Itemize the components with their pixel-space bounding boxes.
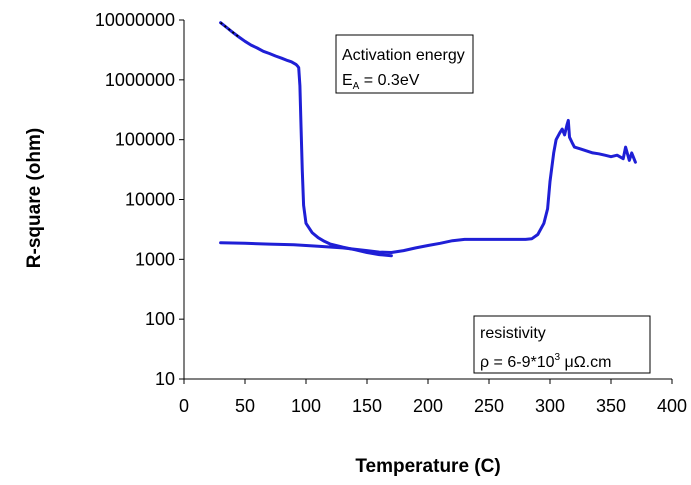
x-tick-label: 400 — [657, 396, 687, 416]
x-tick-label: 150 — [352, 396, 382, 416]
x-tick-label: 100 — [291, 396, 321, 416]
y-tick-label: 10000000 — [95, 10, 175, 30]
series-line-1 — [219, 21, 393, 258]
annotation-line2: ρ = 6-9*103 μΩ.cm — [480, 352, 611, 371]
annotation-box — [335, 34, 474, 94]
x-tick-label: 200 — [413, 396, 443, 416]
activation-energy-annotation: Activation energy EA = 0.3eV — [335, 34, 474, 94]
resistivity-annotation: resistivity ρ = 6-9*103 μΩ.cm — [473, 315, 651, 374]
activation-fit-line — [219, 21, 240, 38]
x-axis-title: Temperature (C) — [355, 456, 500, 477]
series-line-2 — [219, 118, 637, 254]
annotation-line1: resistivity — [480, 325, 546, 342]
x-tick-label: 300 — [535, 396, 565, 416]
annotation-box — [473, 315, 651, 374]
y-axis-title: R-square (ohm) — [24, 128, 45, 268]
x-tick-label: 250 — [474, 396, 504, 416]
x-tick-label: 0 — [179, 396, 189, 416]
y-tick-label: 10 — [155, 369, 175, 389]
y-tick-label: 1000 — [135, 249, 175, 269]
x-tick-label: 50 — [235, 396, 255, 416]
annotation-line2: EA = 0.3eV — [342, 72, 420, 92]
y-tick-label: 10000 — [125, 190, 175, 210]
x-tick-label: 350 — [596, 396, 626, 416]
y-tick-label: 100000 — [115, 130, 175, 150]
y-tick-label: 1000000 — [105, 70, 175, 90]
y-tick-label: 100 — [145, 309, 175, 329]
annotation-line1: Activation energy — [342, 47, 465, 64]
